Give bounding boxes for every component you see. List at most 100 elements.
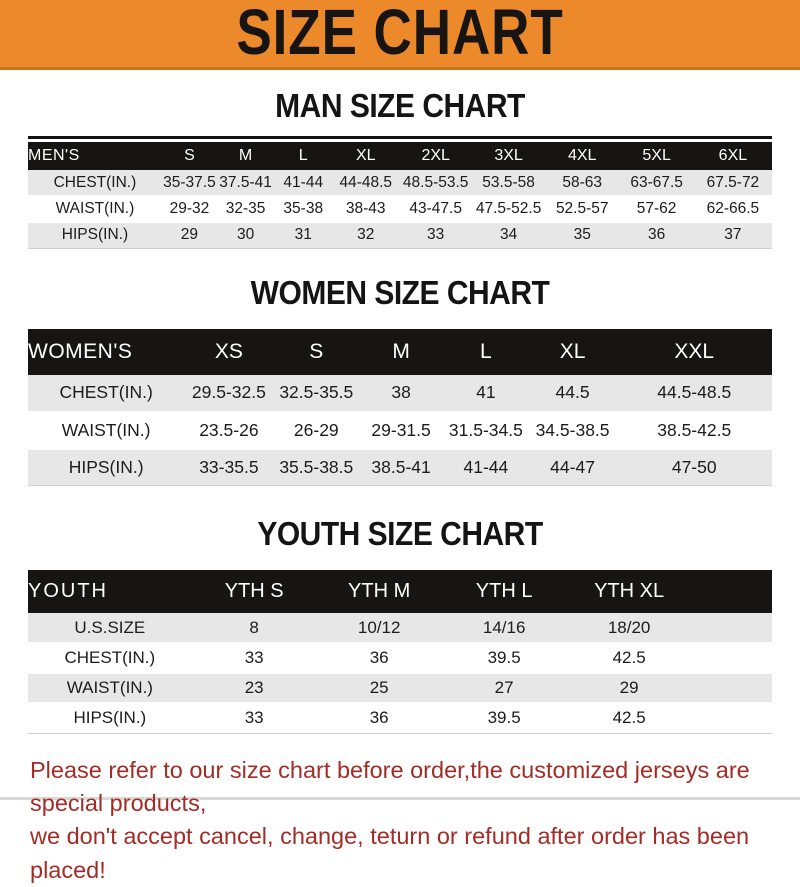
footer-notice: Please refer to our size chart before or… xyxy=(0,754,800,887)
size-cell: 44.5-48.5 xyxy=(616,374,772,413)
size-section: MAN SIZE CHART MEN'S S M L XL 2XL 3XL 4XL 5XL 6XL C… xyxy=(0,87,800,249)
size-cell: 31 xyxy=(274,222,333,249)
row-label: HIPS(IN.) xyxy=(28,448,185,486)
size-cell: 35-37.5 xyxy=(161,170,217,197)
column-header: YTH M xyxy=(316,570,442,613)
column-header: S xyxy=(273,328,360,375)
size-cell: 29-31.5 xyxy=(359,411,444,450)
column-header: L xyxy=(274,142,333,170)
size-cell: 44-47 xyxy=(528,448,617,486)
table-row: HIPS(IN.) 33-35.5 35.5-38.5 38.5-41 41-44 44-… xyxy=(28,448,772,486)
size-table: WOMEN'S XS S M L XL XXL CHEST(IN.) 29.5-32.5 32.5… xyxy=(28,328,772,486)
table-row: WAIST(IN.) 23 25 27 29 xyxy=(28,673,772,704)
size-cell: 33 xyxy=(191,703,317,734)
table-header-row: WOMEN'S XS S M L XL XXL xyxy=(28,328,772,375)
size-cell: 57-62 xyxy=(619,196,694,223)
notice-line-1: Please refer to our size chart before or… xyxy=(30,756,750,816)
column-header: XXL xyxy=(616,328,772,375)
table-header-row: MEN'S S M L XL 2XL 3XL 4XL 5XL 6XL xyxy=(28,142,772,170)
size-cell: 44-48.5 xyxy=(332,170,400,197)
size-cell: 41 xyxy=(443,374,529,413)
filler-cell xyxy=(691,643,772,674)
size-cell: 41-44 xyxy=(443,448,529,486)
size-cell: 32.5-35.5 xyxy=(273,374,360,413)
column-header: S xyxy=(161,142,217,170)
column-header: YTH S xyxy=(191,570,317,613)
size-cell: 58-63 xyxy=(545,170,620,197)
table-category-label: YOUTH xyxy=(28,570,192,613)
size-cell: 10/12 xyxy=(316,613,442,644)
table-wrap: MEN'S S M L XL 2XL 3XL 4XL 5XL 6XL CHEST(IN.) 35-37… xyxy=(28,136,772,249)
banner: SIZE CHART xyxy=(0,0,800,70)
table-wrap: WOMEN'S XS S M L XL XXL CHEST(IN.) 29.5-32.5 32.5… xyxy=(28,328,772,486)
row-label: HIPS(IN.) xyxy=(28,222,162,249)
column-header: XS xyxy=(184,328,274,375)
row-label: CHEST(IN.) xyxy=(28,643,192,674)
size-cell: 47-50 xyxy=(616,448,772,486)
size-cell: 36 xyxy=(316,643,442,674)
filler-cell xyxy=(691,570,772,613)
table-category-label: WOMEN'S xyxy=(28,328,185,375)
table-row: WAIST(IN.) 29-32 32-35 35-38 38-43 43-47.5 47.… xyxy=(28,196,772,223)
table-row: HIPS(IN.) 29 30 31 32 33 34 35 36 37 xyxy=(28,222,772,249)
page-title: SIZE CHART xyxy=(236,0,564,69)
column-header: 2XL xyxy=(399,142,473,170)
size-cell: 36 xyxy=(619,222,694,249)
row-label: U.S.SIZE xyxy=(28,613,192,644)
size-cell: 32 xyxy=(332,222,400,249)
size-cell: 37.5-41 xyxy=(216,170,275,197)
size-cell: 62-66.5 xyxy=(693,196,772,223)
size-cell: 33 xyxy=(191,643,317,674)
section-heading: WOMEN SIZE CHART xyxy=(250,274,550,312)
section-heading: YOUTH SIZE CHART xyxy=(257,515,543,553)
size-cell: 44.5 xyxy=(528,374,617,413)
size-cell: 38.5-41 xyxy=(359,448,444,486)
column-header: YTH L xyxy=(441,570,567,613)
filler-cell xyxy=(691,673,772,704)
size-cell: 29.5-32.5 xyxy=(184,374,274,413)
size-cell: 43-47.5 xyxy=(399,196,473,223)
column-header: 4XL xyxy=(545,142,620,170)
column-header: XL xyxy=(528,328,617,375)
section-heading: MAN SIZE CHART xyxy=(275,87,525,125)
column-header: M xyxy=(216,142,275,170)
table-row: WAIST(IN.) 23.5-26 26-29 29-31.5 31.5-34.5 34… xyxy=(28,411,772,450)
table-category-label: MEN'S xyxy=(28,142,162,170)
filler-cell xyxy=(691,613,772,644)
column-header: YTH XL xyxy=(566,570,692,613)
size-cell: 33-35.5 xyxy=(184,448,274,486)
size-cell: 29 xyxy=(161,222,217,249)
table-top-rule xyxy=(28,136,772,139)
column-header: 3XL xyxy=(472,142,546,170)
column-header: L xyxy=(443,328,529,375)
row-label: CHEST(IN.) xyxy=(28,170,162,197)
size-cell: 41-44 xyxy=(274,170,333,197)
size-cell: 25 xyxy=(316,673,442,704)
table-wrap: YOUTH YTH S YTH M YTH L YTH XL U.S.SIZE 8 10/12… xyxy=(28,570,772,734)
column-header: 6XL xyxy=(693,142,772,170)
size-cell: 52.5-57 xyxy=(545,196,620,223)
size-cell: 31.5-34.5 xyxy=(443,411,529,450)
size-cell: 26-29 xyxy=(273,411,360,450)
size-cell: 34 xyxy=(472,222,546,249)
table-row: HIPS(IN.) 33 36 39.5 42.5 xyxy=(28,703,772,734)
table-row: U.S.SIZE 8 10/12 14/16 18/20 xyxy=(28,613,772,644)
table-row: CHEST(IN.) 33 36 39.5 42.5 xyxy=(28,643,772,674)
table-row: CHEST(IN.) 35-37.5 37.5-41 41-44 44-48.5 48.5… xyxy=(28,170,772,197)
notice-line-2: we don't accept cancel, change, teturn o… xyxy=(30,823,750,883)
column-header: 5XL xyxy=(619,142,694,170)
size-cell: 53.5-58 xyxy=(472,170,546,197)
size-cell: 39.5 xyxy=(441,643,567,674)
table-header-row: YOUTH YTH S YTH M YTH L YTH XL xyxy=(28,570,772,613)
row-label: HIPS(IN.) xyxy=(28,703,192,734)
sections-container: MAN SIZE CHART MEN'S S M L XL 2XL 3XL 4XL 5XL 6XL C… xyxy=(0,70,800,734)
size-cell: 39.5 xyxy=(441,703,567,734)
size-table: MEN'S S M L XL 2XL 3XL 4XL 5XL 6XL CHEST(IN.) 35-37… xyxy=(28,142,772,249)
size-cell: 34.5-38.5 xyxy=(528,411,617,450)
row-label: WAIST(IN.) xyxy=(28,411,185,450)
size-section: YOUTH SIZE CHART YOUTH YTH S YTH M YTH L YTH … xyxy=(0,515,800,734)
row-label: WAIST(IN.) xyxy=(28,196,162,223)
size-cell: 23.5-26 xyxy=(184,411,274,450)
size-cell: 29 xyxy=(566,673,692,704)
